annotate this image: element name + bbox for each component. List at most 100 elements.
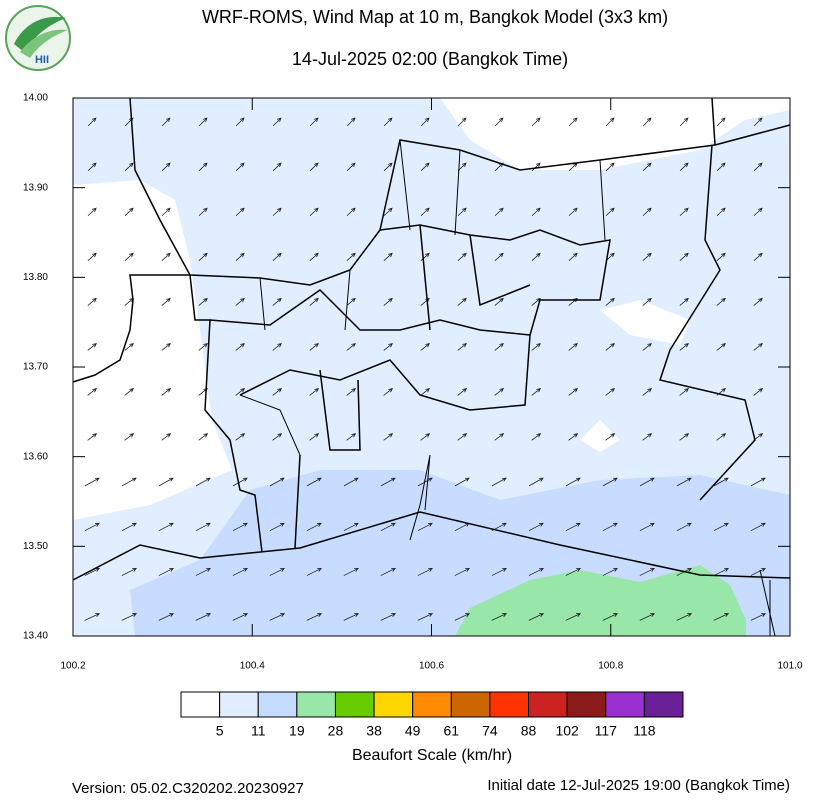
wind-arrow (528, 477, 544, 487)
wind-arrow (568, 342, 578, 351)
initial-date: Initial date 12-Jul-2025 19:00 (Bangkok … (487, 777, 790, 794)
wind-arrow (343, 522, 359, 532)
boundary (239, 139, 606, 456)
wind-arrow (87, 117, 97, 127)
wind-arrow (716, 207, 726, 217)
wind-arrow (753, 252, 763, 261)
colorbar-box (334, 691, 375, 718)
wind-arrow (346, 388, 357, 396)
wind-arrow (639, 477, 655, 487)
wind-arrow (161, 162, 171, 172)
wind-arrow (346, 342, 356, 351)
wind-arrow (121, 522, 137, 532)
colorbar-level: 11 (251, 723, 266, 739)
wind-arrow (232, 568, 248, 576)
wind-arrow (309, 162, 319, 172)
wind-arrow (457, 297, 467, 306)
wind-arrow (716, 252, 726, 261)
wind-arrow (491, 613, 508, 621)
wind-arrow (198, 162, 208, 172)
wind-arrow (235, 433, 246, 441)
colorbar-box (373, 691, 414, 718)
wind-arrow (531, 117, 541, 127)
colorbar-level: 5 (216, 723, 224, 739)
x-tick-label: 100.8 (598, 661, 623, 672)
wind-arrow (716, 162, 726, 172)
wind-arrow (713, 477, 729, 487)
wind-arrow (605, 433, 616, 441)
wind-arrow (161, 207, 171, 217)
wind-arrow (531, 433, 542, 441)
wind-arrow (679, 342, 689, 351)
wind-arrow (121, 477, 137, 487)
y-tick-label: 13.70 (23, 362, 48, 373)
wind-arrow (84, 522, 100, 532)
wind-arrow (346, 252, 356, 261)
x-tick-label: 100.6 (419, 661, 444, 672)
wind-arrow (639, 568, 655, 576)
colorbar-level: 102 (555, 723, 579, 739)
wind-arrow (420, 433, 431, 441)
wind-arrow (309, 117, 319, 127)
wind-arrow (642, 117, 652, 127)
wind-arrow (676, 613, 693, 621)
wind-arrow (568, 117, 578, 127)
wind-arrow (602, 568, 618, 576)
colorbar-box (605, 691, 645, 718)
wind-arrow (124, 433, 135, 441)
x-tick-label: 101.0 (777, 661, 802, 672)
boundary (294, 369, 361, 549)
wind-arrow (306, 568, 322, 576)
wind-arrow (753, 207, 763, 217)
wind-arrow (124, 252, 134, 261)
colorbar-box (219, 691, 259, 718)
wind-arrow (531, 388, 542, 396)
boundary (379, 224, 611, 336)
wind-arrow (269, 568, 285, 576)
colorbar-level: 88 (521, 723, 537, 739)
wind-arrow (565, 522, 581, 532)
wind-arrow (457, 433, 468, 441)
boundary (72, 274, 263, 553)
wind-arrow (272, 433, 283, 441)
wind-arrow (750, 477, 766, 487)
wind-arrow (346, 117, 356, 127)
wind-arrow (306, 522, 322, 532)
wind-arrow (121, 613, 138, 621)
y-tick-label: 13.80 (23, 272, 48, 283)
wind-arrow (602, 477, 618, 487)
wind-arrow (161, 117, 171, 127)
y-tick-label: 13.50 (23, 541, 48, 552)
wind-arrow (494, 252, 504, 261)
wind-arrow (198, 117, 208, 127)
wind-arrow (565, 613, 582, 621)
wind-arrow (87, 207, 97, 217)
map-fill (73, 98, 790, 636)
wind-arrow (161, 252, 171, 261)
wind-arrow (639, 522, 655, 532)
wind-arrow (346, 433, 357, 441)
wind-arrow (346, 297, 356, 306)
wind-arrow (713, 613, 730, 621)
wind-arrow (121, 568, 137, 576)
wind-arrow (343, 568, 359, 576)
wind-arrow (753, 342, 763, 351)
wind-arrow (309, 252, 319, 261)
colorbar-box (180, 691, 221, 718)
wind-arrow (198, 207, 208, 217)
wind-arrow (269, 477, 285, 487)
wind-arrow (124, 162, 134, 172)
wind-arrow (679, 117, 689, 127)
wind-arrow (195, 522, 211, 532)
x-tick-label: 100.4 (240, 661, 265, 672)
wind-arrow (272, 388, 283, 396)
wind-arrow (272, 252, 282, 261)
wind-arrow (380, 613, 397, 621)
wind-arrow (235, 388, 246, 396)
colorbar-box (450, 691, 491, 718)
wind-arrow (161, 388, 172, 396)
wind-arrow (679, 252, 689, 261)
wind-arrow (565, 477, 581, 487)
wind-arrow (158, 522, 174, 532)
wind-arrow (195, 477, 211, 487)
